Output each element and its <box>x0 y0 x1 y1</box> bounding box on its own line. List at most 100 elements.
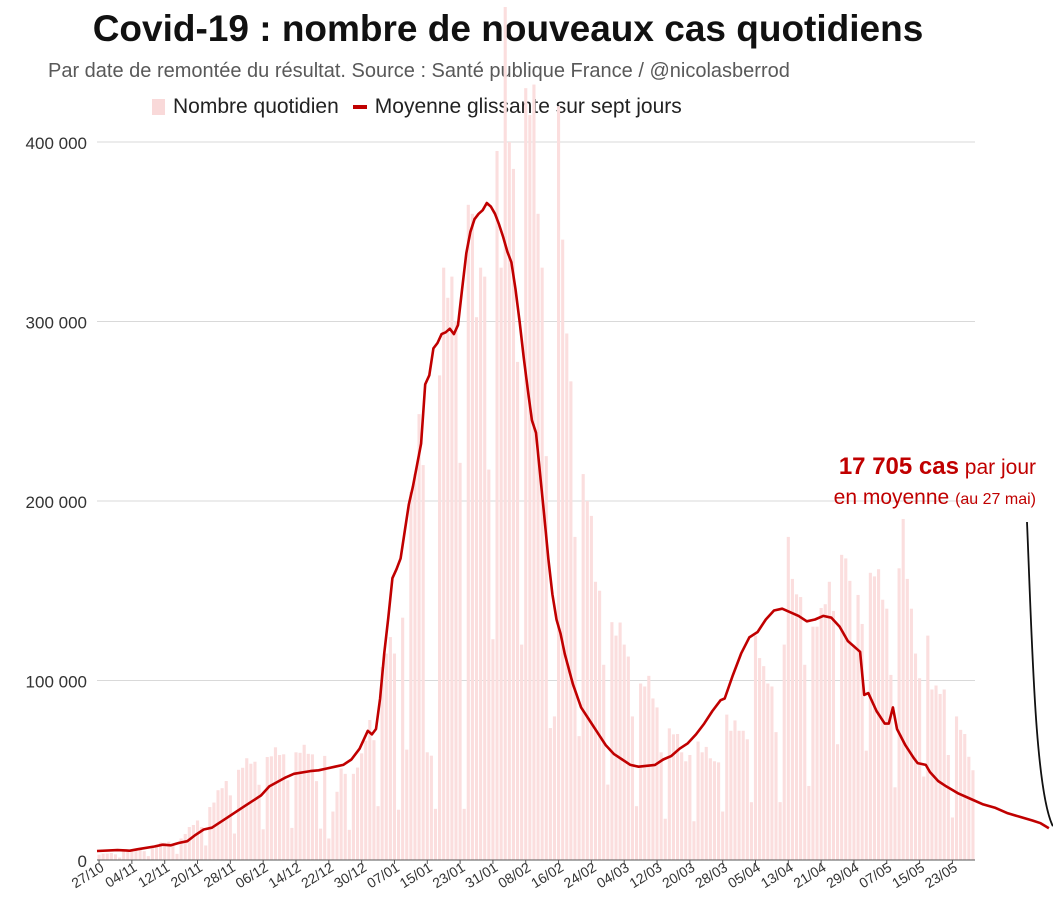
daily-bar <box>544 456 548 860</box>
daily-bar <box>626 656 630 860</box>
daily-bar <box>684 761 688 860</box>
daily-bar <box>856 594 860 860</box>
daily-bar <box>113 854 118 860</box>
x-tick-label: 27/10 <box>68 859 106 891</box>
x-tick-label: 04/03 <box>594 859 632 891</box>
daily-bar <box>708 758 712 860</box>
x-tick-label: 15/05 <box>889 859 927 891</box>
daily-bar <box>109 852 113 860</box>
daily-bar <box>200 827 204 860</box>
daily-bar <box>725 714 729 860</box>
daily-bar <box>700 752 704 860</box>
daily-bar <box>671 734 676 860</box>
daily-bar <box>651 698 655 860</box>
daily-bar <box>918 678 922 860</box>
daily-bar <box>799 597 803 860</box>
daily-bar <box>577 736 581 860</box>
daily-bar <box>273 747 278 860</box>
daily-bar <box>438 375 442 860</box>
chart-subtitle: Par date de remontée du résultat. Source… <box>48 60 790 82</box>
daily-bar <box>589 515 593 860</box>
legend-bars-label: Nombre quotidien <box>173 95 339 118</box>
daily-bar <box>942 689 946 860</box>
x-tick-label: 12/11 <box>135 859 172 891</box>
legend-bar-swatch <box>152 99 165 115</box>
daily-bar <box>241 767 245 860</box>
daily-bar <box>368 719 372 860</box>
daily-bar <box>655 707 659 860</box>
annotation-note: (au 27 mai) <box>955 491 1036 508</box>
daily-bar <box>323 755 327 860</box>
daily-bar <box>413 474 417 860</box>
daily-bar <box>885 608 889 860</box>
daily-bar <box>778 802 782 860</box>
daily-bar <box>282 754 286 860</box>
x-tick-label: 28/03 <box>692 859 730 891</box>
daily-bar <box>351 773 355 860</box>
daily-bar <box>807 785 811 860</box>
chart-title: Covid-19 : nombre de nouveaux cas quotid… <box>92 8 924 49</box>
daily-bar <box>835 744 840 860</box>
x-tick-label: 24/02 <box>561 859 599 891</box>
daily-bar <box>852 644 856 860</box>
daily-bar <box>462 808 466 860</box>
daily-bar <box>737 730 741 860</box>
daily-bar <box>466 204 470 860</box>
daily-bar <box>339 768 343 860</box>
x-tick-label: 15/01 <box>397 859 435 891</box>
daily-bar <box>741 730 745 860</box>
daily-bar <box>474 317 479 860</box>
daily-bar <box>388 637 392 860</box>
daily-bar <box>848 580 852 860</box>
daily-bar <box>950 817 954 860</box>
y-tick-label: 0 <box>78 852 87 871</box>
x-tick-label: 14/12 <box>265 859 303 891</box>
daily-bar <box>396 809 401 860</box>
daily-bar <box>630 716 634 860</box>
daily-bar <box>864 750 868 860</box>
x-tick-label: 20/03 <box>659 859 697 891</box>
daily-bar <box>909 608 913 860</box>
daily-bar <box>663 818 667 860</box>
daily-bar <box>922 776 926 860</box>
daily-bar <box>934 685 938 860</box>
daily-bar <box>872 576 877 860</box>
daily-bar <box>458 462 462 860</box>
daily-bar <box>573 536 577 860</box>
daily-bar <box>236 769 241 860</box>
x-tick-label: 20/11 <box>168 859 205 891</box>
daily-bar <box>265 757 269 860</box>
daily-bar <box>220 788 224 860</box>
daily-bar <box>721 811 725 860</box>
daily-bar <box>819 607 823 860</box>
daily-bar <box>639 683 643 860</box>
daily-bar <box>175 853 179 860</box>
daily-bar <box>269 756 273 860</box>
daily-bar <box>782 644 786 860</box>
daily-bar <box>532 84 536 860</box>
daily-bar <box>290 827 294 860</box>
daily-bar <box>97 854 101 860</box>
daily-bar <box>327 838 331 860</box>
daily-bar <box>417 414 421 860</box>
daily-bar <box>905 578 909 860</box>
daily-bar <box>770 686 774 860</box>
daily-bar <box>507 142 511 860</box>
grid-layer <box>97 141 975 681</box>
daily-bar <box>257 784 261 860</box>
daily-bar <box>421 465 425 860</box>
daily-bar <box>142 851 146 860</box>
x-tick-label: 22/12 <box>298 859 336 891</box>
daily-bar <box>130 849 134 860</box>
daily-bar <box>154 844 159 860</box>
annotation-text2: en moyenne <box>833 486 950 509</box>
daily-bar <box>868 572 872 860</box>
daily-bar <box>364 740 368 860</box>
daily-bar <box>122 851 126 860</box>
daily-bar <box>245 758 249 860</box>
daily-bar <box>622 644 626 860</box>
daily-bar <box>827 581 831 860</box>
annotation-text1: par jour <box>958 456 1036 479</box>
daily-bar <box>319 828 323 860</box>
daily-bar <box>278 754 282 860</box>
